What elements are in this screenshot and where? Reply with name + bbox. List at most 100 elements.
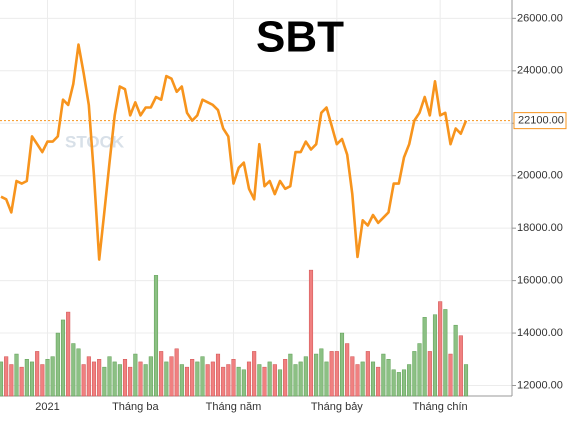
volume-bar — [91, 361, 97, 397]
volume-bar — [329, 351, 334, 397]
volume-bar — [370, 361, 376, 397]
volume-bar — [267, 361, 272, 397]
volume-bar — [102, 366, 107, 397]
last-price-box — [513, 112, 567, 130]
volume-bar — [184, 366, 190, 397]
volume-bar — [355, 364, 360, 397]
volume-bar — [71, 343, 76, 397]
volume-bar — [117, 364, 122, 397]
volume-bar — [215, 353, 221, 397]
y-tick-label: 18000.00 — [517, 222, 563, 234]
volume-bar — [458, 335, 463, 397]
y-tick-label: 20000.00 — [517, 170, 563, 182]
volume-bar — [200, 356, 205, 397]
volume-bar — [236, 366, 241, 397]
volume-bar — [9, 364, 14, 397]
volume-bar — [314, 353, 319, 397]
volume-bar — [272, 364, 277, 397]
volume-bar — [345, 343, 350, 397]
x-tick-label: 2021 — [35, 401, 59, 413]
volume-bar — [241, 369, 246, 397]
volume-bar — [438, 301, 443, 397]
volume-bar — [319, 348, 324, 397]
volume-bar — [159, 351, 164, 397]
volume-bar — [443, 309, 448, 397]
volume-bar — [107, 356, 112, 397]
volume-bar — [386, 359, 391, 397]
volume-bar — [453, 324, 458, 397]
volume-bar — [396, 372, 401, 397]
volume-bar — [226, 364, 231, 397]
volume-bar — [422, 317, 427, 397]
volume-bar — [365, 351, 370, 397]
volume-bar — [0, 361, 4, 397]
x-tick-label: Tháng ba — [112, 401, 159, 413]
y-tick-label: 12000.00 — [517, 379, 563, 391]
volume-bar — [19, 366, 24, 397]
volume-bar — [407, 364, 412, 397]
volume-bar — [195, 361, 200, 397]
volume-bar — [252, 351, 257, 397]
volume-bar — [339, 332, 345, 397]
volume-bar — [376, 366, 381, 397]
watermark: STOCK — [65, 132, 125, 151]
volume-bar — [246, 361, 252, 397]
volume-bar — [412, 351, 417, 397]
volume-bar — [35, 351, 40, 397]
volume-bar — [138, 361, 143, 397]
volume-bar — [179, 364, 184, 397]
volume-bar — [231, 359, 236, 397]
volume-bar — [24, 359, 29, 397]
volume-bar — [86, 356, 91, 397]
volume-bar — [97, 359, 102, 397]
volume-bar — [401, 369, 407, 397]
x-tick-label: Tháng năm — [206, 401, 262, 413]
volume-bar — [112, 361, 117, 397]
volume-bar — [143, 364, 148, 397]
volume-bar — [81, 364, 86, 397]
volume-bar — [66, 311, 71, 397]
volume-bar — [190, 359, 195, 397]
x-tick-label: Tháng chín — [413, 401, 468, 413]
volume-bar — [76, 348, 81, 397]
volume-bar — [303, 356, 308, 397]
volume-bar — [381, 353, 386, 397]
volume-bar — [391, 369, 396, 397]
volume-bar — [257, 364, 262, 397]
volume-bar — [60, 319, 66, 397]
volume-bar — [164, 361, 169, 397]
volume-bar — [448, 353, 453, 397]
volume-bar — [432, 314, 438, 397]
volume-bar — [4, 356, 9, 397]
y-tick-label: 26000.00 — [517, 12, 563, 24]
volume-bar — [283, 359, 288, 397]
volume-bar — [153, 275, 159, 397]
volume-bar — [427, 351, 432, 397]
volume-bar — [262, 366, 267, 397]
price-line — [0, 43, 468, 261]
y-tick-label: 24000.00 — [517, 65, 563, 77]
volume-bar — [221, 366, 226, 397]
volume-bar — [29, 361, 35, 397]
y-tick-label: 16000.00 — [517, 275, 563, 287]
volume-bar — [40, 364, 45, 397]
volume-bar — [463, 364, 469, 397]
y-tick-label: 14000.00 — [517, 327, 563, 339]
last-price-label: 22100.00 — [518, 115, 564, 127]
volume-bar — [417, 343, 422, 397]
volume-bar — [360, 361, 365, 397]
volume-bar — [210, 361, 215, 397]
volume-bar — [308, 269, 314, 397]
volume-bar — [298, 361, 303, 397]
volume-bar — [55, 332, 60, 397]
volume-bar — [148, 356, 153, 397]
volume-bar — [50, 356, 55, 397]
volume-bar — [288, 353, 293, 397]
volume-bar — [350, 356, 355, 397]
volume-bar — [128, 366, 133, 397]
volume-bar — [334, 351, 339, 397]
volume-bar — [205, 364, 210, 397]
x-tick-label: Tháng bảy — [311, 401, 363, 413]
